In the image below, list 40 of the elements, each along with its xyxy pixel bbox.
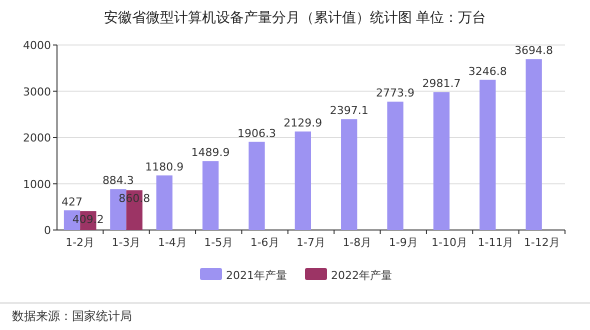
x-tick-label: 1-12月: [524, 236, 560, 249]
data-label: 1180.9: [145, 160, 184, 174]
data-label: 2981.7: [422, 77, 461, 90]
bar: [248, 142, 265, 230]
bar: [433, 92, 450, 230]
source-note: 数据来源：国家统计局: [12, 309, 132, 323]
legend-label: 2022年产量: [331, 269, 392, 282]
data-label: 2773.9: [376, 86, 415, 100]
data-label: 427: [62, 195, 83, 208]
x-tick-label: 1-11月: [478, 236, 514, 249]
chart-title: 安徽省微型计算机设备产量分月（累计值）统计图 单位：万台: [104, 10, 486, 26]
x-tick-label: 1-9月: [388, 236, 418, 249]
y-tick-label: 4000: [23, 39, 51, 52]
x-tick-label: 1-6月: [250, 236, 280, 249]
bar: [202, 161, 219, 230]
data-label: 3694.8: [514, 44, 554, 58]
y-tick-label: 2000: [23, 132, 51, 144]
legend-label: 2021年产量: [226, 269, 287, 282]
x-tick-label: 1-4月: [158, 236, 187, 249]
x-tick-label: 1-7月: [296, 236, 326, 249]
bar: [156, 175, 172, 230]
bar: [341, 119, 358, 230]
x-tick-label: 1-8月: [342, 236, 372, 249]
data-label: 1906.3: [237, 126, 276, 140]
y-tick-label: 0: [44, 224, 51, 237]
bar: [526, 59, 542, 230]
x-tick-label: 1-5月: [204, 236, 234, 249]
y-tick-label: 3000: [23, 85, 51, 98]
y-tick-label: 1000: [23, 178, 51, 191]
bar: [387, 102, 404, 230]
x-tick-label: 1-2月: [66, 236, 95, 249]
bar: [480, 80, 496, 230]
data-label: 2129.9: [284, 116, 322, 130]
bar: [294, 131, 311, 230]
data-label: 2397.1: [330, 104, 368, 118]
data-label: 3246.8: [468, 64, 507, 78]
x-tick-label: 1-3月: [112, 236, 141, 249]
data-label: 884.3: [102, 174, 134, 188]
data-label: 1489.9: [191, 146, 230, 160]
x-tick-label: 1-10月: [432, 236, 468, 249]
